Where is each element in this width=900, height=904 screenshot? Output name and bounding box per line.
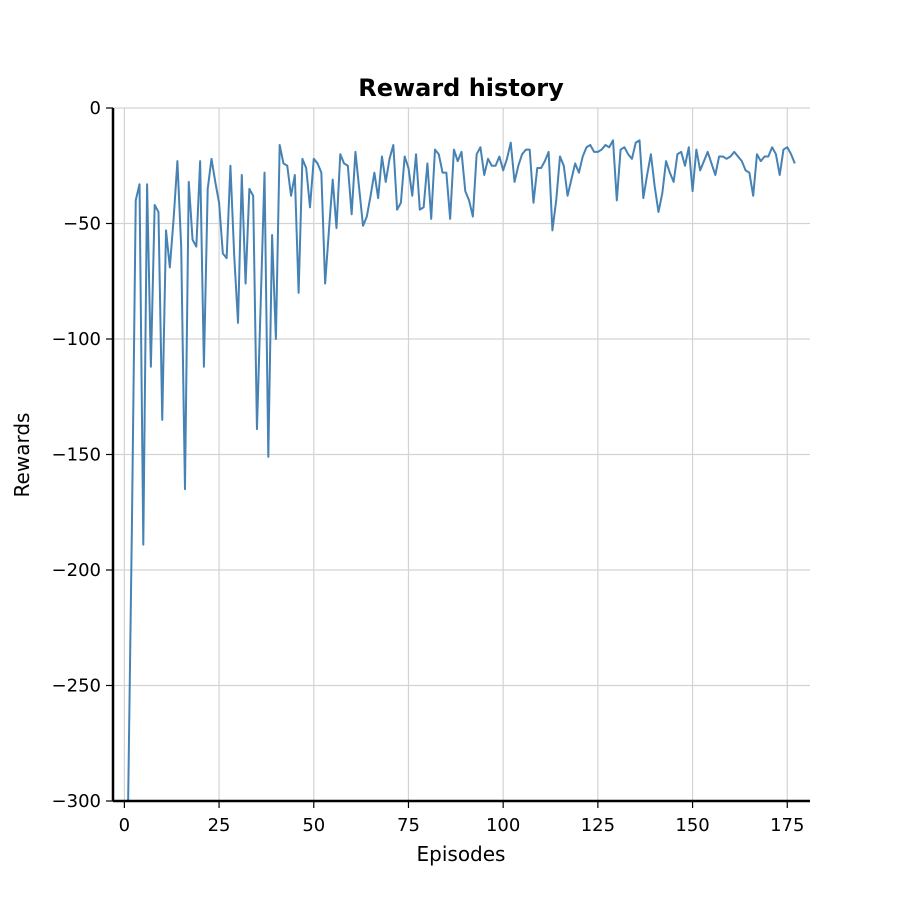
y-tick-label: 0	[90, 98, 101, 119]
reward-series-line	[127, 139, 796, 802]
y-tick-label: −250	[52, 676, 101, 697]
grid	[113, 107, 810, 802]
x-tick-label: 175	[770, 815, 804, 836]
x-tick-label: 75	[397, 815, 420, 836]
y-tick-label: −50	[63, 214, 101, 235]
y-tick-label: −300	[52, 791, 101, 812]
x-tick-label: 50	[302, 815, 325, 836]
x-tick-label: 100	[486, 815, 520, 836]
x-tick-label: 25	[208, 815, 231, 836]
chart-title: Reward history	[358, 74, 564, 102]
x-axis-label: Episodes	[417, 842, 506, 866]
y-axis-label: Rewards	[10, 413, 34, 498]
x-tick-label: 150	[675, 815, 709, 836]
y-tick-label: −200	[52, 560, 101, 581]
x-tick-label: 125	[581, 815, 615, 836]
series-layer	[127, 139, 796, 802]
y-tick-label: −150	[52, 445, 101, 466]
ticks: 0 25 50 75 100 125 150 175 0 −50 −100 −150 −200 −250 −…	[52, 98, 805, 836]
y-tick-label: −100	[52, 329, 101, 350]
x-tick-label: 0	[119, 815, 130, 836]
